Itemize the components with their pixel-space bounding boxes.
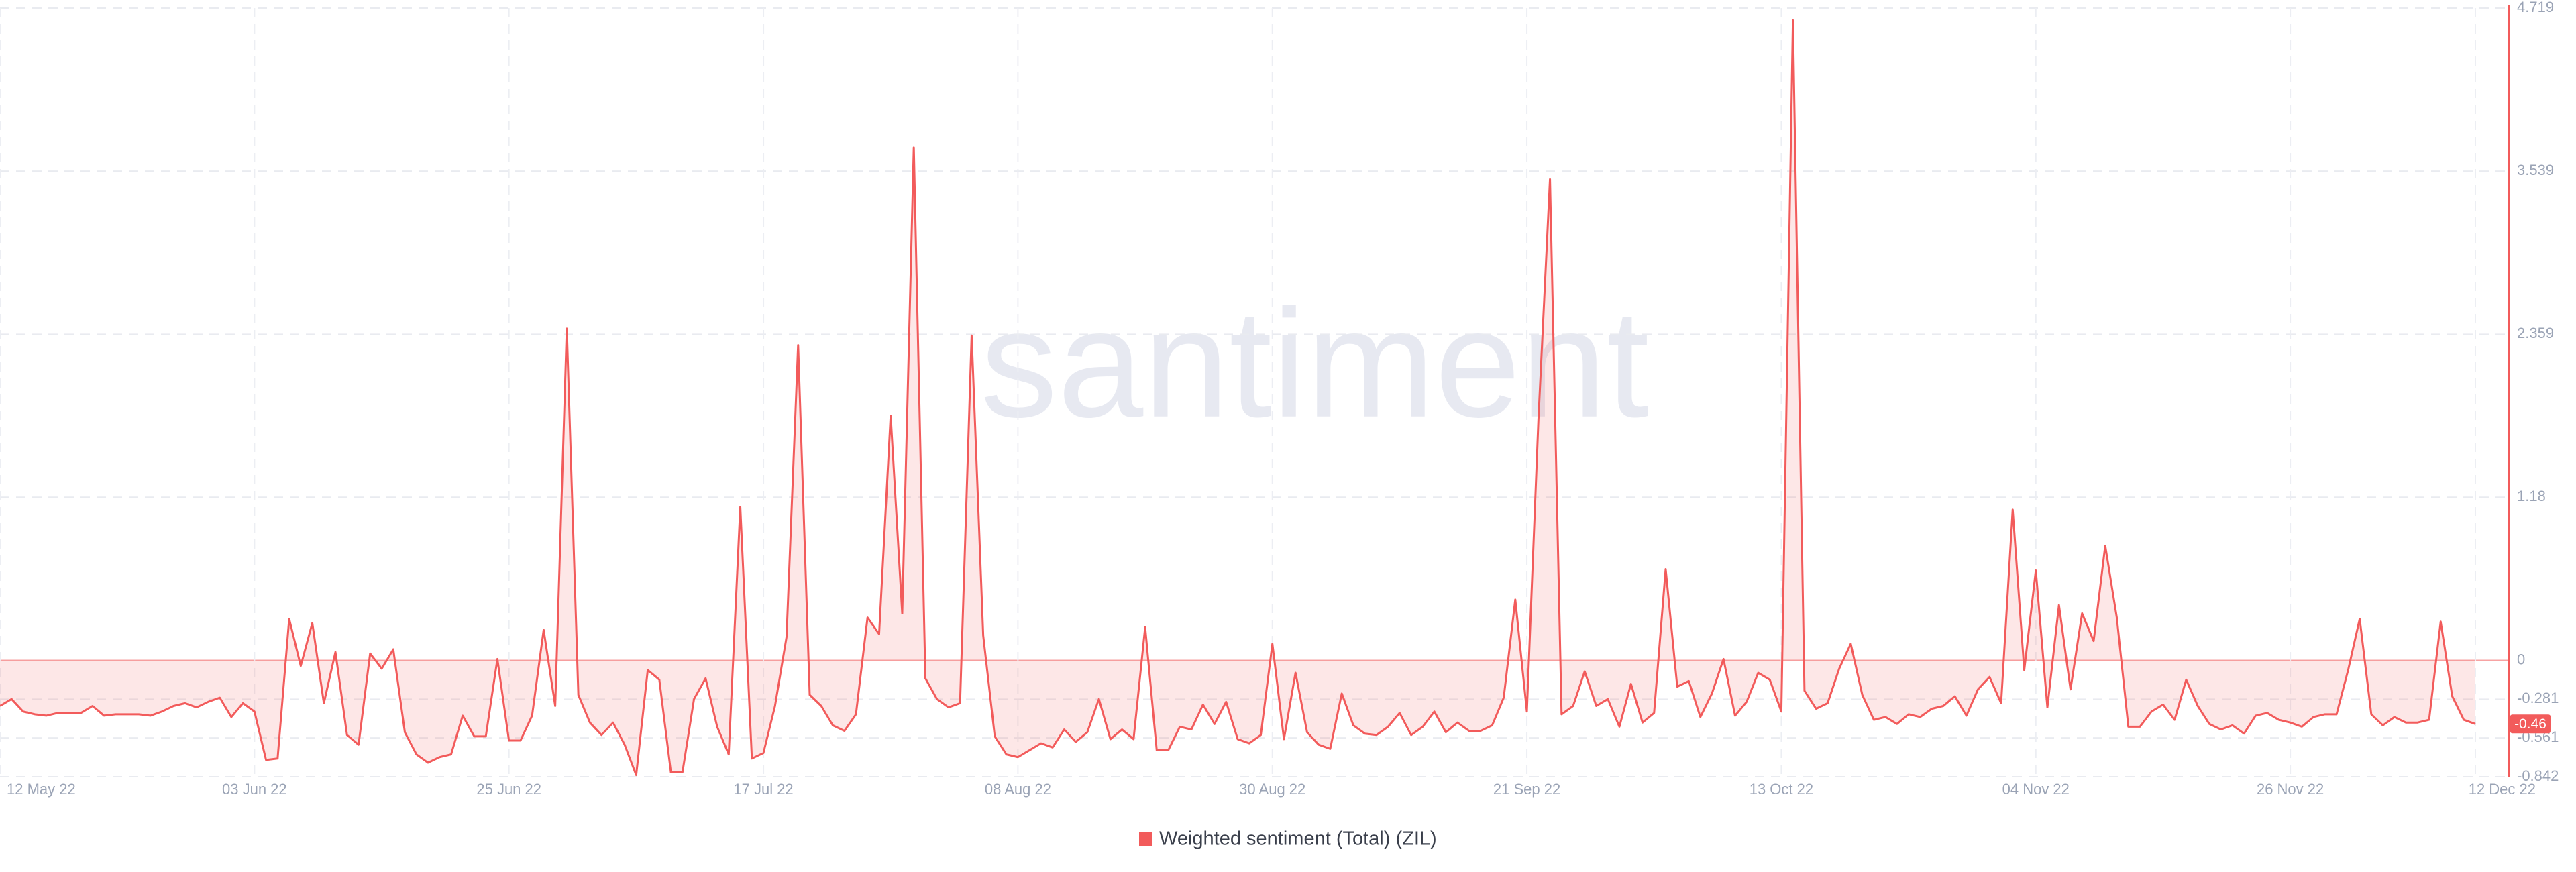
y-tick-label: 0 (2517, 651, 2525, 667)
x-tick-label: 26 Nov 22 (2257, 781, 2324, 798)
x-tick-label: 03 Jun 22 (222, 781, 287, 798)
x-tick-label: 21 Sep 22 (1493, 781, 1560, 798)
last-value-badge (2510, 714, 2551, 734)
area (0, 20, 2475, 775)
x-tick-label: 12 Dec 22 (2469, 781, 2536, 798)
y-tick-label: 4.719 (2517, 0, 2554, 15)
x-tick-label: 13 Oct 22 (1750, 781, 1813, 798)
line (0, 19, 2476, 777)
legend-label: Weighted sentiment (Total) (ZIL) (1159, 828, 1437, 850)
y-tick-label: 3.539 (2517, 162, 2554, 178)
x-tick-label: 08 Aug 22 (985, 781, 1051, 798)
y-tick-label: -0.842 (2517, 767, 2559, 784)
x-tick-label: 04 Nov 22 (2002, 781, 2070, 798)
y-tick-label: 2.359 (2517, 325, 2554, 341)
x-tick-label: 17 Jul 22 (733, 781, 793, 798)
x-tick-label: 12 May 22 (7, 781, 76, 798)
legend-swatch (1139, 832, 1152, 846)
x-tick-label: 30 Aug 22 (1239, 781, 1305, 798)
last-value-label: -0.46 (2514, 716, 2546, 732)
x-tick-label: 25 Jun 22 (476, 781, 541, 798)
y-tick-label: -0.281 (2517, 690, 2559, 706)
y-tick-label: 1.18 (2517, 488, 2546, 504)
